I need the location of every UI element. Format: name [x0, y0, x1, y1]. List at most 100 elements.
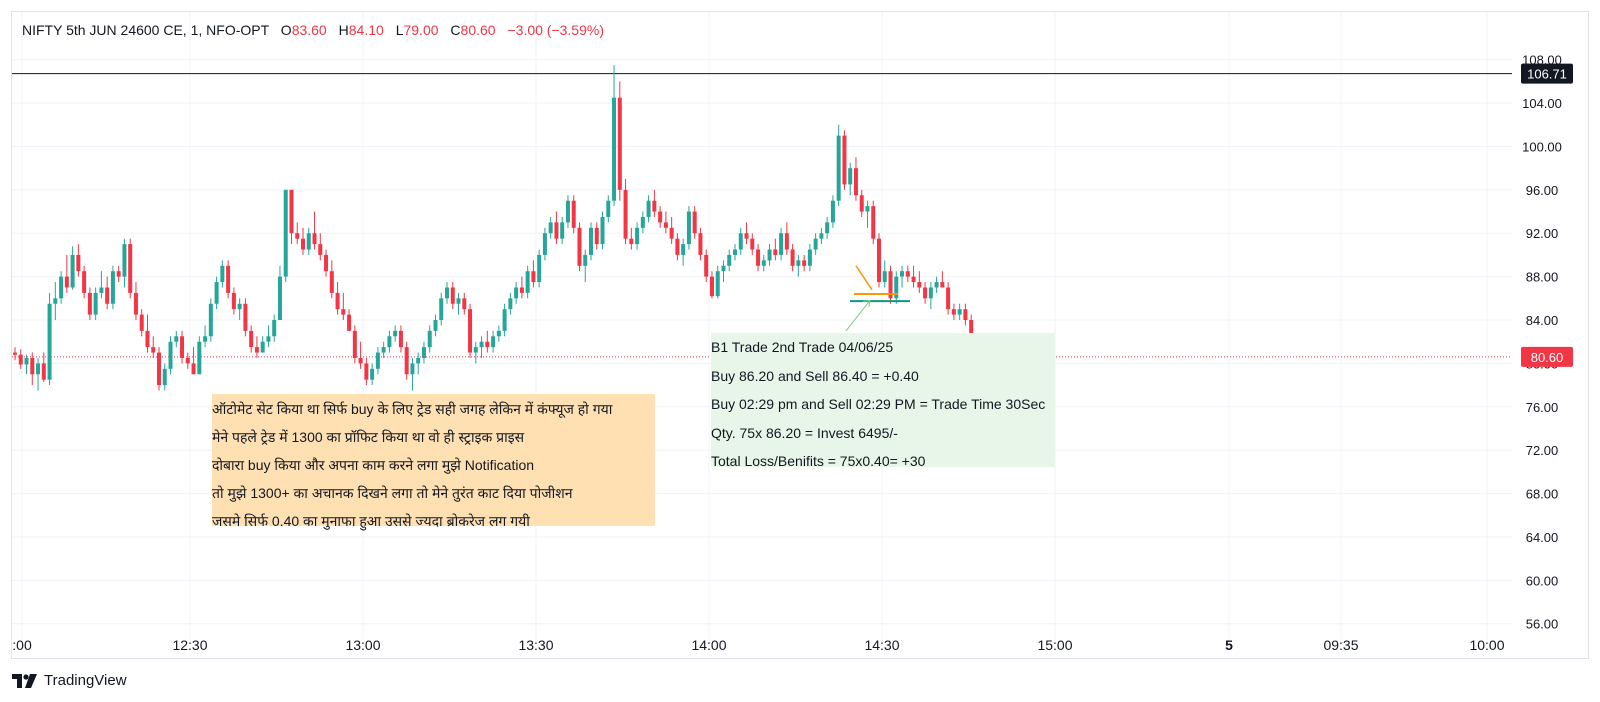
candle-body: [191, 363, 196, 375]
candle-body: [819, 233, 824, 239]
hindi-note-annotation[interactable]: ऑटोमेट सेट किया था सिर्फ buy के लिए ट्रे…: [212, 394, 655, 529]
candle-body: [790, 249, 795, 266]
svg-text:80.60: 80.60: [1531, 350, 1564, 365]
candle-body: [375, 352, 380, 369]
candle-body: [635, 227, 640, 245]
high-value: 84.10: [348, 22, 384, 38]
candle-body: [485, 341, 490, 348]
candle-body: [767, 249, 772, 261]
candle-body: [277, 276, 282, 321]
candle-body: [640, 216, 645, 228]
time-tick-label: 14:30: [864, 637, 899, 653]
candle-body: [704, 254, 709, 277]
candle-body: [427, 330, 432, 348]
candle-body: [514, 287, 519, 299]
candle-body: [335, 292, 340, 310]
candle-body: [36, 363, 41, 375]
candle-body: [272, 320, 277, 337]
candles-layer: [13, 65, 974, 391]
candle-body: [318, 244, 323, 255]
candle-body: [295, 233, 300, 239]
candle-body: [110, 271, 115, 304]
candle-body: [185, 357, 190, 364]
price-tick-label: 104.00: [1522, 96, 1562, 111]
candle-body: [738, 233, 743, 250]
candle-body: [122, 244, 127, 277]
candle-body: [341, 309, 346, 315]
candle-body: [162, 368, 167, 386]
candle-body: [531, 271, 536, 283]
candle-body: [663, 222, 668, 228]
candle-body: [473, 347, 478, 353]
note-line: जसमे सिर्फ 0.40 का मुनाफा हुआ उससे ज्यदा…: [212, 513, 530, 529]
candle-body: [70, 254, 75, 288]
candle-body: [24, 357, 29, 365]
crosshair-price-label: 106.71: [1521, 63, 1573, 84]
candle-body: [226, 265, 231, 293]
candle-body: [928, 287, 933, 299]
candle-body: [312, 233, 317, 245]
price-tick-label: 64.00: [1526, 530, 1559, 545]
candle-body: [848, 168, 853, 185]
time-tick-label: 12:30: [172, 637, 207, 653]
candle-body: [347, 314, 352, 331]
candle-body: [721, 265, 726, 272]
candle-body: [306, 233, 311, 250]
candle-body: [600, 216, 605, 245]
candle-body: [658, 211, 663, 223]
candle-body: [53, 298, 58, 304]
candle-body: [151, 347, 156, 353]
candle-body: [254, 347, 259, 353]
candle-body: [871, 206, 876, 239]
candle-body: [491, 336, 496, 348]
trade-line: Total Loss/Benifits = 75x0.40= +30: [711, 453, 926, 469]
entry-arrow: [845, 300, 871, 332]
candle-body: [13, 352, 17, 355]
candle-body: [41, 363, 46, 380]
candle-body: [404, 347, 409, 375]
time-tick-label: 5: [1225, 637, 1233, 653]
candle-body: [963, 309, 968, 321]
price-tick-label: 96.00: [1526, 183, 1559, 198]
candle-body: [652, 200, 657, 212]
candle-body: [231, 292, 236, 310]
candle-body: [756, 249, 761, 266]
candle-body: [681, 244, 686, 255]
candle-body: [594, 227, 599, 245]
candle-body: [93, 292, 98, 315]
candle-body: [439, 298, 444, 321]
open-value: 83.60: [291, 22, 327, 38]
note-line: मेने पहले ट्रेड में 1300 का प्रॉफिट किया…: [212, 429, 525, 445]
time-tick-label: :00: [12, 637, 32, 653]
candle-body: [946, 287, 951, 310]
price-tick-label: 68.00: [1526, 487, 1559, 502]
candle-body: [917, 282, 922, 288]
tradingview-logo-icon: [12, 673, 37, 688]
candle-body: [825, 222, 830, 234]
candle-body: [208, 303, 213, 337]
time-tick-label: 10:00: [1469, 637, 1504, 653]
candle-body: [525, 271, 530, 293]
candle-body: [784, 233, 789, 250]
candle-body: [900, 271, 905, 277]
candle-body: [416, 357, 421, 364]
candle-body: [203, 336, 208, 342]
trade-note-annotation[interactable]: B1 Trade 2nd Trade 04/06/25 Buy 86.20 an…: [711, 333, 1055, 469]
candle-body: [139, 314, 144, 331]
candle-body: [260, 341, 265, 353]
note-line: तो मुझे 1300+ का अचानक दिखने लगा तो मेने…: [212, 485, 573, 501]
candle-body: [888, 271, 893, 299]
symbol-legend[interactable]: NIFTY 5th JUN 24600 CE, 1, NFO-OPT O83.6…: [22, 22, 604, 38]
candle-body: [629, 238, 634, 245]
candle-body: [686, 211, 691, 245]
candle-body: [583, 254, 588, 266]
candle-body: [750, 238, 755, 250]
candle-body: [450, 287, 455, 304]
tradingview-logo[interactable]: TradingView: [12, 672, 127, 689]
entry-arrowhead: [862, 299, 871, 307]
candle-body: [519, 287, 524, 293]
close-label: C: [450, 22, 461, 38]
candle-body: [410, 363, 415, 375]
candle-body: [894, 276, 899, 299]
